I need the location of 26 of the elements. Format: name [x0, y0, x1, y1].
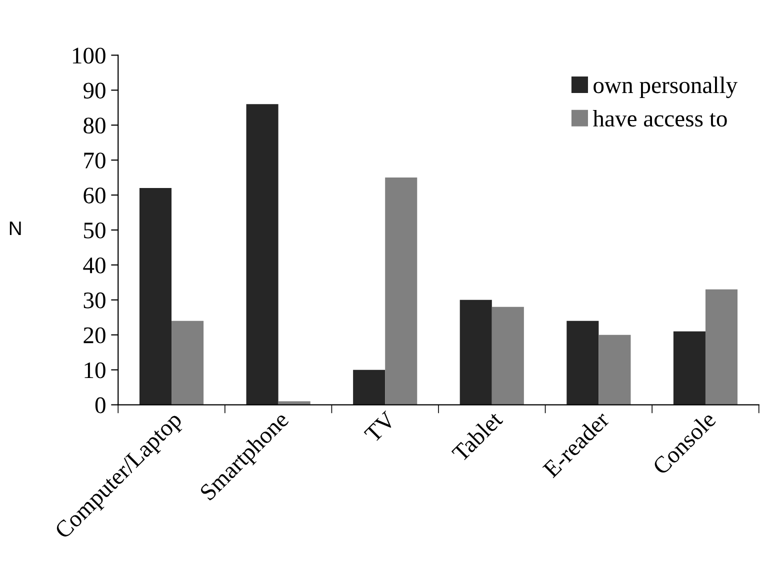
y-tick-label: 100 [72, 48, 106, 64]
y-tick-label: 0 [95, 397, 106, 414]
bar [460, 300, 492, 405]
y-tick-label: 20 [84, 327, 106, 344]
bar [566, 320, 599, 405]
legend-label: own personally [594, 76, 738, 98]
bar [246, 104, 278, 405]
y-tick-label: 30 [84, 292, 106, 308]
bar [492, 306, 524, 405]
y-tick-label: 60 [84, 188, 106, 204]
bar [673, 331, 706, 405]
bar [598, 334, 631, 405]
bar [172, 320, 204, 405]
y-tick-label: 40 [83, 257, 106, 274]
y-tick-label: 50 [84, 222, 106, 238]
x-tick-label: TV [364, 410, 397, 444]
bar [705, 289, 738, 405]
bar [139, 188, 172, 405]
y-tick-label: 80 [84, 118, 106, 134]
bar [353, 370, 386, 405]
bar [385, 178, 418, 405]
legend-label: have access to [592, 110, 727, 127]
y-tick-label: 90 [83, 82, 106, 99]
y-tick-label: 10 [84, 362, 106, 378]
y-axis-title: N [10, 222, 21, 236]
y-tick-label: 70 [84, 152, 106, 169]
